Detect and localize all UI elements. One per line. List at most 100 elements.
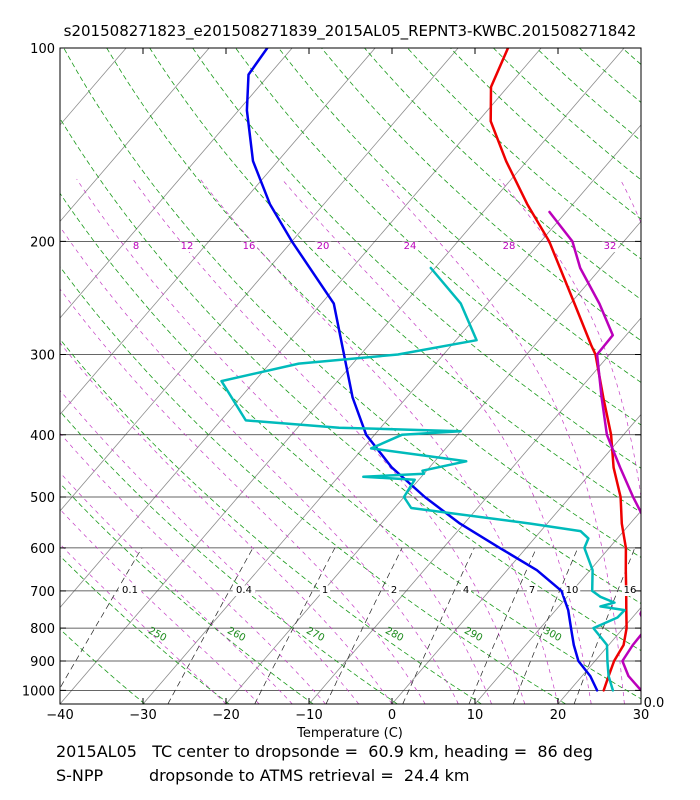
dry-adiabat-line xyxy=(60,628,146,704)
moist-adiabat-label-backing xyxy=(178,241,196,252)
isotherm-line xyxy=(60,48,210,223)
x-tick-label: 10 xyxy=(467,708,484,723)
dry-adiabat-line xyxy=(60,338,482,704)
mixing-ratio-label: 0.1 xyxy=(122,585,138,596)
x-tick-label: −40 xyxy=(46,708,73,723)
dry-adiabat-line xyxy=(60,410,398,704)
isotherm-line xyxy=(142,124,641,704)
dry-adiabat-line xyxy=(60,482,314,704)
moist-adiabat-label-backing xyxy=(240,241,258,252)
mixing-ratio-label: 16 xyxy=(624,585,637,596)
mixing-ratio-label-backing xyxy=(232,585,256,596)
dry-adiabat-line xyxy=(536,48,641,142)
mixing-ratio-label: 10 xyxy=(566,585,579,596)
footer-line-1: 2015AL05 TC center to dropsonde = 60.9 k… xyxy=(56,742,593,761)
dry-adiabat-line xyxy=(60,702,61,704)
data-series xyxy=(220,48,641,692)
dry-adiabat-line xyxy=(63,48,641,604)
mixing-ratio-label-backing xyxy=(388,585,400,596)
mixing-ratio-label: 7 xyxy=(529,585,535,596)
isotherm-line xyxy=(474,510,641,704)
dewpoint-line xyxy=(245,48,599,692)
mixing-ratio-label: 4 xyxy=(463,585,469,596)
moist-adiabat-label: 16 xyxy=(243,241,256,252)
dry-adiabat-line xyxy=(60,192,641,700)
mixing-ratio-label-backing xyxy=(118,585,142,596)
dry-adiabat-line xyxy=(60,117,641,652)
dry-adiabat-line xyxy=(364,48,641,300)
footer-line-2: S-NPP dropsonde to ATMS retrieval = 24.4… xyxy=(56,766,470,785)
mixing-ratio-line xyxy=(512,547,579,704)
isotherm-line xyxy=(557,606,641,704)
isotherm-line xyxy=(308,317,641,704)
mixing-ratio-line xyxy=(60,547,143,689)
dry-adiabat-line xyxy=(579,48,641,103)
isotherm-line xyxy=(60,48,127,126)
moist-adiabat-line xyxy=(60,342,393,704)
mixing-ratio-line xyxy=(325,547,403,704)
moist-adiabat-line xyxy=(60,288,426,704)
mixing-ratio-label-backing xyxy=(563,585,581,596)
moist-adiabat-label: 12 xyxy=(181,241,194,252)
dry-adiabat-line xyxy=(665,48,700,704)
y-tick-label: 400 xyxy=(30,429,55,444)
mixing-ratio-label: 0.4 xyxy=(236,585,252,596)
moist-adiabat-line xyxy=(199,178,559,704)
dry-adiabat-line xyxy=(106,48,641,558)
dry-adiabat-line xyxy=(493,48,641,181)
mixing-ratio-line xyxy=(254,547,336,704)
moist-adiabat-line xyxy=(281,178,592,704)
x-tick-label: 30 xyxy=(633,708,650,723)
mixing-ratio-label-backing xyxy=(621,585,639,596)
retrieval-dewpoint-line xyxy=(220,266,626,692)
isotherm-line xyxy=(60,48,376,416)
mixing-ratio-label: 2 xyxy=(391,585,397,596)
y-tick-label: 1000 xyxy=(22,684,55,699)
mixing-ratio-label-backing xyxy=(460,585,472,596)
moist-adiabat-label-backing xyxy=(314,241,332,252)
isotherm-line xyxy=(60,48,459,512)
x-tick-label: −10 xyxy=(295,708,322,723)
x-axis-label: Temperature (C) xyxy=(296,726,403,741)
mixing-ratio-label-backing xyxy=(319,585,331,596)
isotherm-line xyxy=(60,48,293,319)
dry-adiabat-line xyxy=(407,48,641,260)
dry-adiabat-line xyxy=(60,266,566,704)
y-tick-label: 500 xyxy=(30,491,55,506)
background-reference-lines xyxy=(0,48,700,704)
moist-adiabat-label: 24 xyxy=(404,241,417,252)
y-tick-label: 600 xyxy=(30,542,55,557)
moist-adiabat-line xyxy=(60,226,459,704)
isotherm-line xyxy=(0,48,43,704)
moist-adiabat-label-backing xyxy=(401,241,419,252)
moist-adiabat-line xyxy=(499,178,641,500)
corner-label: 0.0 xyxy=(644,696,665,711)
y-tick-label: 700 xyxy=(30,585,55,600)
moist-adiabat-label: 32 xyxy=(604,241,617,252)
x-tick-label: −20 xyxy=(212,708,239,723)
mixing-ratio-line xyxy=(167,547,254,704)
moist-adiabat-line xyxy=(132,178,526,704)
moist-adiabat-label-backing xyxy=(500,241,518,252)
mixing-ratio-label: 1 xyxy=(322,585,328,596)
dry-adiabat-line xyxy=(450,48,641,220)
moist-adiabat-line xyxy=(60,472,293,704)
mixing-ratio-line xyxy=(468,547,537,704)
chart-title: s201508271823_e201508271839_2015AL05_REP… xyxy=(64,22,637,41)
mixing-ratio-label-backing xyxy=(526,585,538,596)
isotherm-line xyxy=(225,220,641,704)
y-tick-label: 800 xyxy=(30,622,55,637)
moist-adiabat-line xyxy=(619,178,641,224)
moist-adiabat-label-backing xyxy=(601,241,619,252)
moist-adiabat-label-backing xyxy=(130,241,142,252)
moist-adiabat-line xyxy=(76,178,492,704)
isotherm-line xyxy=(60,48,625,704)
moist-adiabat-line xyxy=(60,432,326,704)
isotherm-line xyxy=(60,48,542,609)
moist-adiabat-label: 28 xyxy=(503,241,516,252)
plot-frame xyxy=(59,47,642,705)
temperature-line xyxy=(489,48,628,692)
